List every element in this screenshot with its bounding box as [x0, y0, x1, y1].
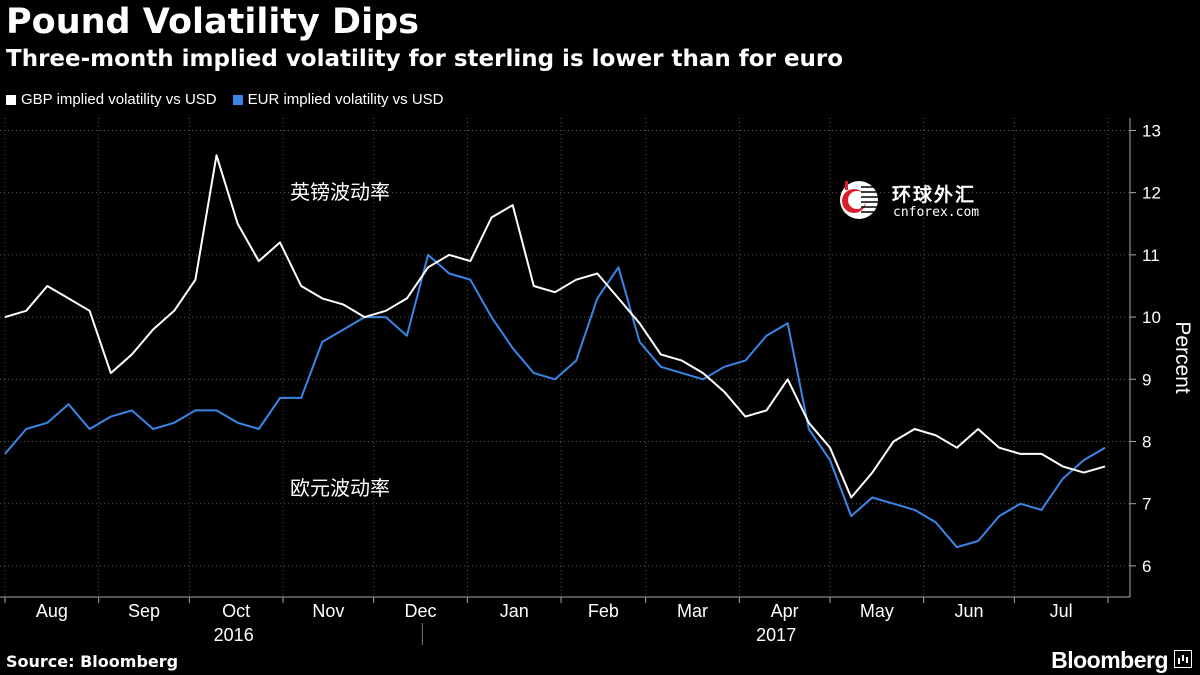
- legend-swatch-gbp: [6, 94, 16, 105]
- x-tick-label: Sep: [128, 601, 160, 621]
- legend-label-eur: EUR implied volatility vs USD: [247, 91, 444, 108]
- y-tick-label: 6: [1142, 557, 1151, 576]
- eur-annotation: 欧元波动率: [290, 476, 390, 500]
- bloomberg-terminal-icon: [1174, 650, 1192, 668]
- x-tick-label: Jul: [1050, 601, 1073, 621]
- chart-title: Pound Volatility Dips: [6, 2, 419, 42]
- x-tick-label: Feb: [588, 601, 619, 621]
- series-line-gbp: [4, 154, 1106, 499]
- watermark-chinese: 环球外汇: [892, 184, 977, 206]
- y-tick-label: 13: [1142, 121, 1161, 140]
- x-tick-label: Apr: [771, 601, 799, 621]
- y-tick-label: 10: [1142, 308, 1161, 327]
- year-label-2016: 2016: [214, 625, 254, 645]
- x-tick-label: Mar: [677, 601, 708, 621]
- legend-item-gbp: GBP implied volatility vs USD: [6, 91, 217, 108]
- x-tick-label: Oct: [222, 601, 250, 621]
- legend-swatch-eur: [232, 94, 243, 105]
- gbp-annotation: 英镑波动率: [290, 180, 390, 204]
- year-label-2017: 2017: [756, 625, 796, 645]
- x-tick-label: Jan: [500, 601, 529, 621]
- legend-item-eur: EUR implied volatility vs USD: [232, 91, 444, 108]
- legend: GBP implied volatility vs USD EUR implie…: [6, 91, 460, 108]
- y-tick-label: 7: [1142, 495, 1151, 514]
- brand-logo: Bloomberg: [1051, 647, 1168, 673]
- series-line-eur: [4, 253, 1106, 549]
- y-axis-label: Percent: [1171, 321, 1194, 394]
- y-tick-label: 8: [1142, 432, 1151, 451]
- x-tick-label: Dec: [405, 601, 437, 621]
- y-tick-label: 9: [1142, 370, 1151, 389]
- chart-subtitle: Three-month implied volatility for sterl…: [6, 46, 844, 72]
- x-tick-label: May: [860, 601, 894, 621]
- y-tick-label: 11: [1142, 246, 1160, 265]
- watermark-logo-icon: [840, 181, 878, 219]
- source-note: Source: Bloomberg: [6, 652, 179, 671]
- x-tick-label: Nov: [312, 601, 344, 621]
- x-tick-label: Aug: [36, 601, 68, 621]
- watermark-url: cnforex.com: [893, 205, 980, 220]
- legend-label-gbp: GBP implied volatility vs USD: [21, 91, 217, 108]
- y-tick-label: 12: [1142, 184, 1161, 203]
- x-tick-label: Jun: [954, 601, 983, 621]
